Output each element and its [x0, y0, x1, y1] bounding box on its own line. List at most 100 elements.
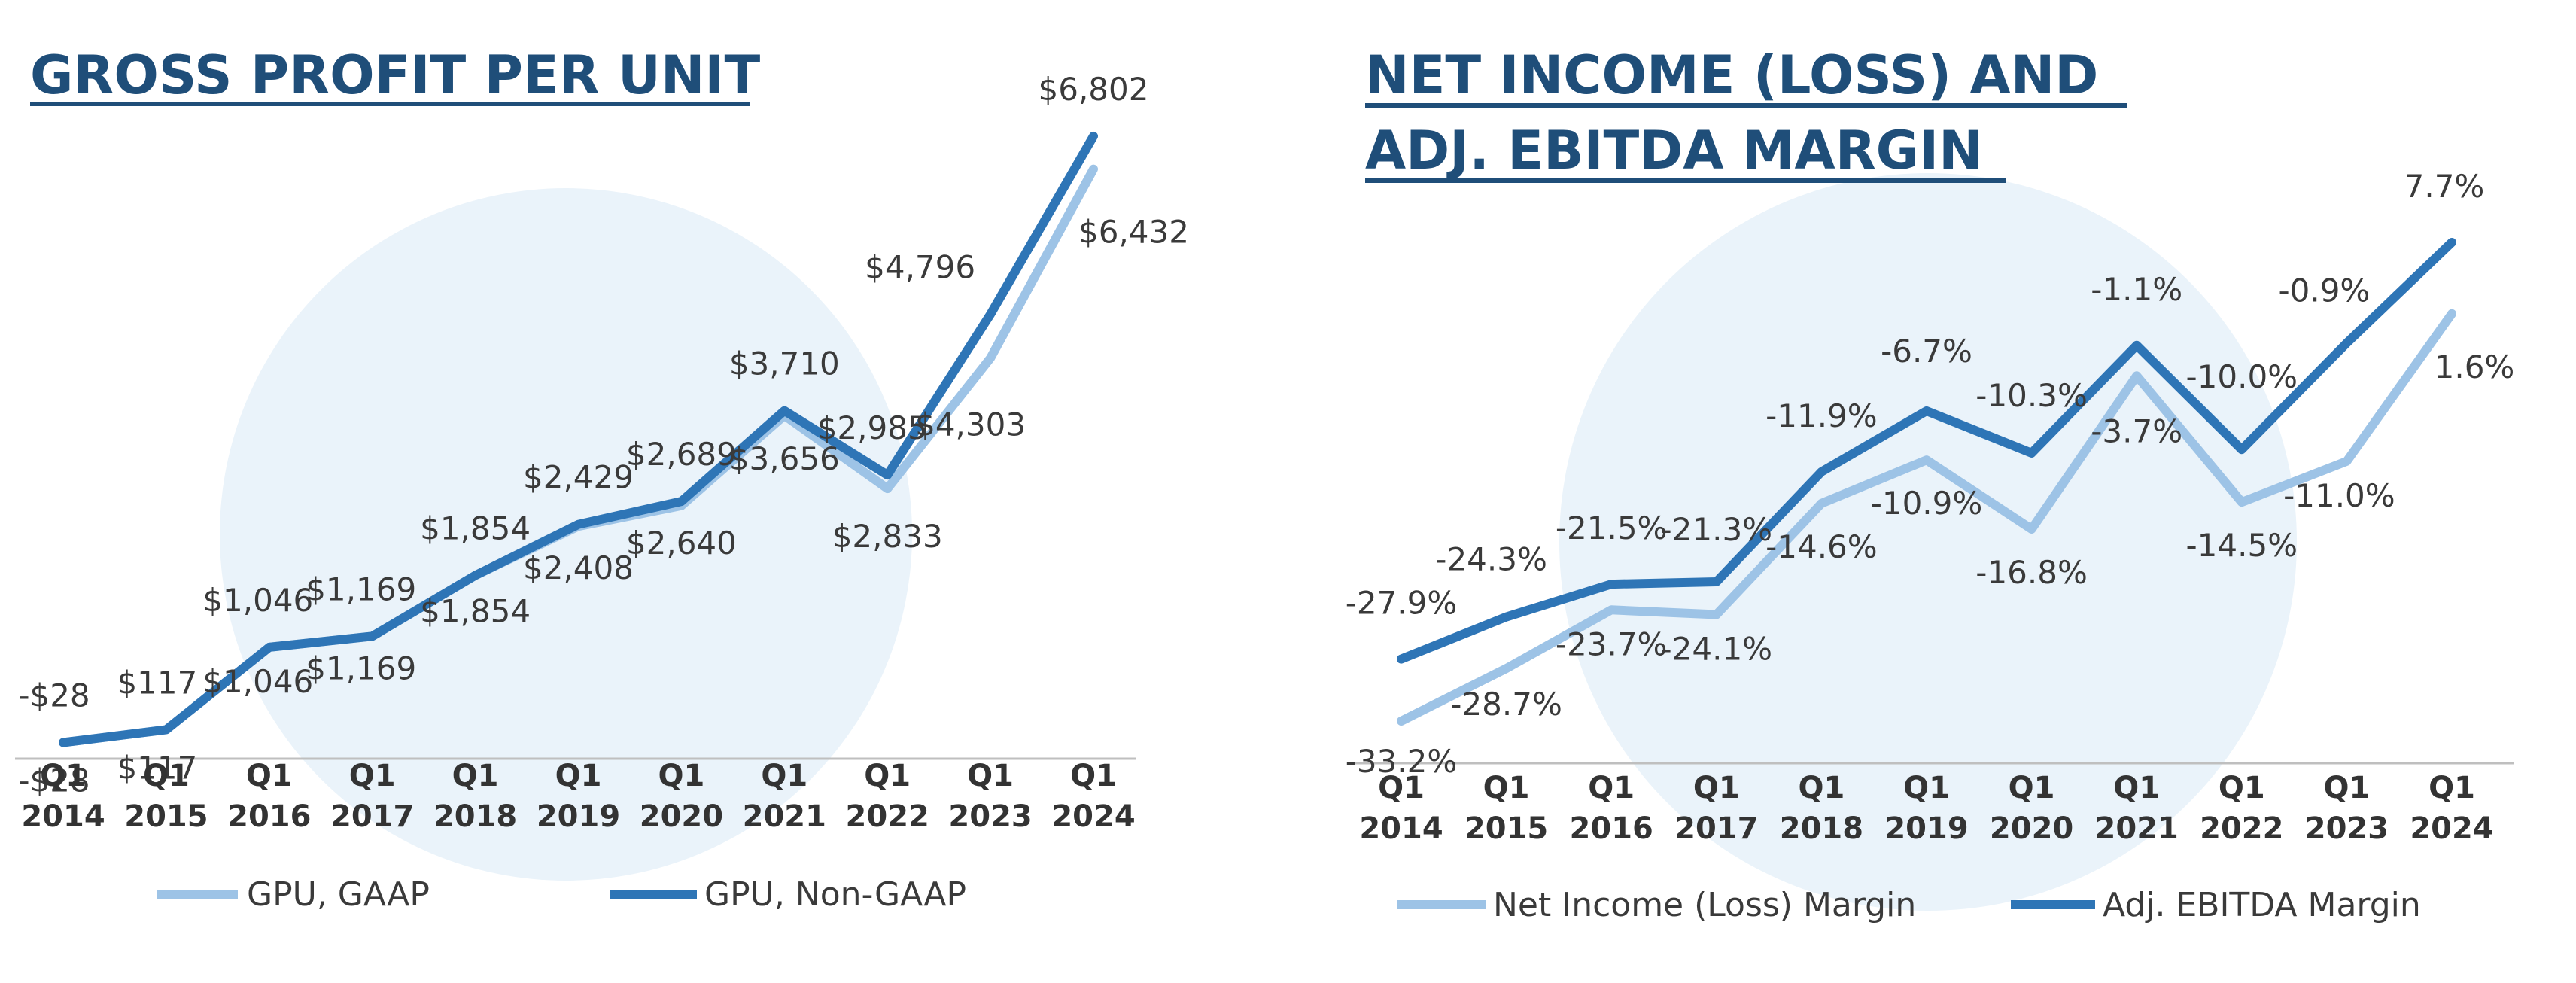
x-tick-label-7-bottom: 2021	[2095, 811, 2179, 846]
x-tick-label-7-top: Q1	[761, 759, 807, 793]
legend-item-adj-ebitda: Adj. EBITDA Margin	[2011, 886, 2421, 924]
x-tick-label-5-bottom: 2019	[1884, 811, 1968, 846]
background-bubble	[1559, 173, 2297, 911]
data-label-gpu-non-gaap-10: $6,802	[1039, 71, 1149, 108]
data-label-gpu-non-gaap-2: $1,046	[202, 582, 313, 619]
gross-profit-per-unit-chart: GROSS PROFIT PER UNIT -$28 $117$1,046$1,1…	[15, 44, 1189, 914]
data-label-net-income-loss-margin-5: -10.9%	[1871, 485, 1983, 522]
data-label-gpu-gaap-3: $1,169	[306, 650, 416, 686]
chart-title-line-2: ADJ. EBITDA MARGIN	[1365, 120, 1983, 181]
x-tick-label-2-bottom: 2016	[1570, 811, 1653, 846]
x-tick-label-9-bottom: 2023	[948, 799, 1032, 834]
x-tick-label-8-bottom: 2022	[2200, 811, 2283, 846]
x-tick-label-10-bottom: 2024	[1051, 799, 1135, 834]
data-label-gpu-gaap-9: $4,303	[915, 406, 1026, 443]
legend-label-net-income: Net Income (Loss) Margin	[1493, 886, 1916, 924]
data-label-gpu-gaap-4: $1,854	[420, 593, 531, 630]
net-income-ebitda-margin-chart: NET INCOME (LOSS) AND ADJ. EBITDA MARGIN…	[1346, 44, 2515, 924]
x-tick-label-4-bottom: 2018	[1780, 811, 1863, 846]
data-label-adj-ebitda-margin-5: -6.7%	[1881, 333, 1972, 370]
data-label-gpu-non-gaap-4: $1,854	[420, 510, 531, 547]
data-label-gpu-non-gaap-7: $3,710	[729, 345, 840, 382]
data-label-adj-ebitda-margin-1: -24.3%	[1435, 541, 1547, 578]
x-tick-label-1-top: Q1	[1483, 771, 1530, 805]
data-label-net-income-loss-margin-7: -3.7%	[2091, 412, 2182, 449]
data-label-gpu-gaap-7: $3,656	[729, 440, 840, 477]
data-label-gpu-non-gaap-8: $2,985	[817, 409, 928, 446]
x-tick-label-0-bottom: 2014	[21, 799, 105, 834]
data-label-net-income-loss-margin-4: -14.6%	[1765, 528, 1878, 565]
x-axis-ticks: Q1 2014 Q1 2015 Q1 2016 Q1 2017 Q1 2018 Q1 2019 Q1 20…	[1359, 771, 2493, 846]
x-tick-label-8-top: Q1	[864, 759, 911, 793]
x-tick-label-3-top: Q1	[349, 759, 396, 793]
x-tick-label-3-bottom: 2017	[1674, 811, 1758, 846]
legend: GPU, GAAP GPU, Non-GAAP	[157, 875, 966, 914]
data-label-adj-ebitda-margin-6: -10.3%	[1975, 377, 2088, 414]
x-tick-label-1-bottom: 2015	[1464, 811, 1548, 846]
x-tick-label-4-top: Q1	[1798, 771, 1845, 805]
data-label-adj-ebitda-margin-2: -21.5%	[1556, 510, 1668, 546]
data-label-net-income-loss-margin-8: -14.5%	[2186, 527, 2298, 564]
chart-title: GROSS PROFIT PER UNIT	[30, 44, 760, 106]
data-label-gpu-gaap-1: $117	[117, 749, 197, 786]
x-tick-label-6-bottom: 2020	[1990, 811, 2073, 846]
x-tick-label-2-bottom: 2016	[227, 799, 311, 834]
legend-item-non-gaap: GPU, Non-GAAP	[610, 875, 966, 914]
x-tick-label-0-bottom: 2014	[1359, 811, 1443, 846]
x-tick-label-0-top: Q1	[1378, 771, 1425, 805]
data-labels: -33.2% -28.7% -23.7%-24.1% -14.6% -10.9% -16.…	[1346, 168, 2515, 780]
x-tick-label-2-top: Q1	[1588, 771, 1635, 805]
x-tick-label-6-top: Q1	[2009, 771, 2055, 805]
x-tick-label-5-top: Q1	[555, 759, 602, 793]
series-lines	[59, 131, 1098, 747]
data-label-adj-ebitda-margin-0: -27.9%	[1346, 585, 1458, 622]
data-label-gpu-non-gaap-0: -$28	[18, 677, 90, 714]
x-tick-label-6-bottom: 2020	[640, 799, 723, 834]
data-label-gpu-non-gaap-9: $4,796	[865, 249, 975, 286]
x-tick-label-7-top: Q1	[2113, 771, 2160, 805]
chart-title-line-1: NET INCOME (LOSS) AND	[1365, 44, 2098, 106]
legend-item-gaap: GPU, GAAP	[157, 875, 430, 914]
data-label-net-income-loss-margin-0: -33.2%	[1346, 743, 1458, 780]
series-line-net-income-loss-margin	[1397, 309, 2456, 726]
data-label-net-income-loss-margin-2: -23.7%	[1556, 625, 1668, 662]
x-tick-label-8-bottom: 2022	[846, 799, 929, 834]
legend-label-adj-ebitda: Adj. EBITDA Margin	[2103, 886, 2421, 924]
legend: Net Income (Loss) Margin Adj. EBITDA Mar…	[1397, 886, 2421, 924]
legend-label-non-gaap: GPU, Non-GAAP	[704, 875, 966, 914]
x-tick-label-9-top: Q1	[2323, 771, 2370, 805]
data-label-gpu-gaap-8: $2,833	[832, 518, 943, 555]
data-label-adj-ebitda-margin-10: 7.7%	[2404, 168, 2485, 205]
data-label-net-income-loss-margin-9: -11.0%	[2283, 477, 2395, 514]
x-tick-label-6-top: Q1	[658, 759, 704, 793]
data-label-net-income-loss-margin-1: -28.7%	[1450, 686, 1562, 723]
data-label-gpu-non-gaap-1: $117	[117, 664, 197, 701]
data-label-net-income-loss-margin-3: -24.1%	[1661, 631, 1773, 668]
x-tick-label-7-bottom: 2021	[743, 799, 826, 834]
x-tick-label-1-top: Q1	[143, 759, 190, 793]
data-label-gpu-gaap-2: $1,046	[202, 663, 313, 700]
data-label-adj-ebitda-margin-9: -0.9%	[2278, 272, 2370, 309]
x-tick-label-5-top: Q1	[1903, 771, 1950, 805]
data-label-net-income-loss-margin-10: 1.6%	[2435, 348, 2515, 385]
data-label-adj-ebitda-margin-8: -10.0%	[2186, 358, 2298, 395]
data-label-gpu-gaap-5: $2,408	[523, 549, 634, 586]
x-tick-label-1-bottom: 2015	[124, 799, 208, 834]
x-tick-label-5-bottom: 2019	[537, 799, 620, 834]
x-tick-label-4-top: Q1	[452, 759, 499, 793]
data-labels: -$28 $117$1,046$1,169$1,854$2,408$2,640$3…	[18, 71, 1189, 799]
x-tick-label-9-top: Q1	[967, 759, 1014, 793]
data-label-gpu-non-gaap-5: $2,429	[523, 459, 634, 496]
data-label-gpu-gaap-0: -$28	[18, 762, 90, 799]
data-label-adj-ebitda-margin-7: -1.1%	[2091, 271, 2182, 308]
series-lines	[1397, 238, 2456, 726]
data-label-net-income-loss-margin-6: -16.8%	[1975, 554, 2088, 591]
x-tick-label-3-top: Q1	[1693, 771, 1740, 805]
data-label-gpu-gaap-6: $2,640	[626, 525, 737, 561]
data-label-adj-ebitda-margin-3: -21.3%	[1661, 511, 1773, 548]
x-axis-ticks: Q1 2014 Q1 2015 Q1 2016 Q1 2017 Q1 2018 Q1 2019 Q1 20…	[21, 759, 1135, 834]
x-tick-label-2-top: Q1	[246, 759, 293, 793]
x-tick-label-4-bottom: 2018	[433, 799, 517, 834]
x-tick-label-10-top: Q1	[2428, 771, 2475, 805]
